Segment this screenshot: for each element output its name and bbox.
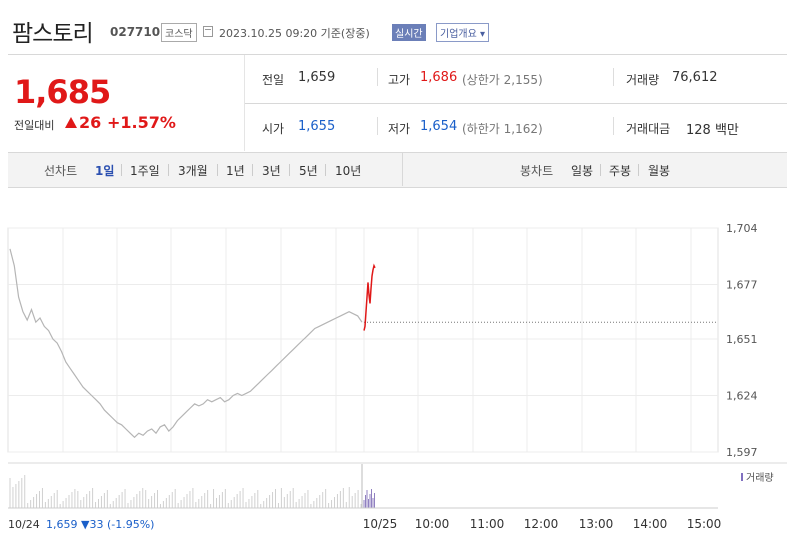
tab-3y[interactable]: 3년 <box>262 164 281 178</box>
high-value: 1,686 <box>420 70 458 85</box>
tab-divider <box>252 164 253 176</box>
volume-legend-label: 거래량 <box>746 472 774 484</box>
y-tick-label: 1,597 <box>726 446 758 459</box>
line-chart-label: 선차트 <box>44 164 78 178</box>
tab-1y[interactable]: 1년 <box>226 164 245 178</box>
y-tick-label: 1,624 <box>726 389 758 402</box>
stock-header: 팜스토리 027710 코스닥 2023.10.25 09:20 기준(장중) … <box>0 0 787 54</box>
y-tick-label: 1,677 <box>726 279 758 292</box>
amount-value: 128 백만 <box>686 123 739 138</box>
calendar-icon <box>203 26 213 37</box>
price-chart: 1,704 1,677 1,651 1,624 1,597 거래량 10/25 10:00 11… <box>7 222 787 531</box>
tab-monthly[interactable]: 월봉 <box>648 164 671 178</box>
prev-day-summary: 1,659 ▼33 (-1.95%) <box>46 518 154 531</box>
market-badge: 코스닥 <box>161 23 197 42</box>
current-price: 1,685 <box>14 73 111 111</box>
price-panel: 1,685 전일대비 26 +1.57% <box>8 55 245 151</box>
x-tick-label: 11:00 <box>470 517 505 531</box>
volume-legend-swatch <box>741 473 743 481</box>
y-tick-label: 1,651 <box>726 333 758 346</box>
y-tick-label: 1,704 <box>726 222 758 235</box>
prev-day-label: 10/24 <box>8 518 40 531</box>
divider <box>613 117 614 135</box>
volume-value: 76,612 <box>672 70 718 85</box>
prev-close-value: 1,659 <box>298 70 336 85</box>
price-change: 26 <box>79 113 102 132</box>
tab-daily[interactable]: 일봉 <box>571 164 594 178</box>
upper-limit: (상한가 2,155) <box>462 73 543 87</box>
tab-divider <box>638 164 639 176</box>
divider <box>8 54 787 55</box>
tab-divider <box>168 164 169 176</box>
x-tick-label: 13:00 <box>579 517 614 531</box>
x-tick-label: 12:00 <box>524 517 559 531</box>
open-label: 시가 <box>262 122 285 136</box>
x-tick-label: 10/25 <box>363 517 398 531</box>
tab-1d[interactable]: 1일 <box>95 164 115 178</box>
quote-timestamp: 2023.10.25 09:20 기준(장중) <box>219 27 370 40</box>
plot-frame <box>7 227 719 453</box>
change-label: 전일대비 <box>14 119 55 132</box>
low-label: 저가 <box>388 122 411 136</box>
high-label: 고가 <box>388 73 411 87</box>
candle-chart-label: 봉차트 <box>520 164 554 178</box>
tab-divider <box>325 164 326 176</box>
prev-close-label: 전일 <box>262 73 285 87</box>
divider <box>377 117 378 135</box>
divider <box>613 68 614 86</box>
company-overview-dropdown[interactable]: 기업개요 ▾ <box>436 23 489 42</box>
lower-limit: (하한가 1,162) <box>462 122 543 136</box>
tab-5y[interactable]: 5년 <box>299 164 318 178</box>
tab-10y[interactable]: 10년 <box>335 164 362 178</box>
stock-name: 팜스토리 <box>12 21 94 47</box>
prev-day-line <box>9 248 363 439</box>
chart-tabs: 선차트 1일 1주일 3개월 1년 3년 5년 10년 봉차트 일봉 주봉 월봉 <box>8 152 787 188</box>
tab-divider <box>600 164 601 176</box>
today-line <box>363 263 376 331</box>
volume-label: 거래량 <box>626 73 660 87</box>
stock-code: 027710 <box>110 25 161 39</box>
tab-weekly[interactable]: 주봉 <box>609 164 632 178</box>
x-tick-label: 15:00 <box>687 517 722 531</box>
x-tick-label: 14:00 <box>633 517 668 531</box>
open-value: 1,655 <box>298 119 336 134</box>
tab-divider <box>289 164 290 176</box>
tab-1w[interactable]: 1주일 <box>130 164 160 178</box>
divider <box>245 103 787 104</box>
tab-group-divider <box>402 152 403 186</box>
realtime-button[interactable]: 실시간 <box>392 24 426 41</box>
amount-label: 거래대금 <box>626 122 671 136</box>
divider <box>377 68 378 86</box>
low-value: 1,654 <box>420 119 458 134</box>
price-change-percent: +1.57% <box>107 113 176 132</box>
tab-3m[interactable]: 3개월 <box>178 164 208 178</box>
up-triangle-icon <box>65 117 77 128</box>
tab-divider <box>121 164 122 176</box>
tab-divider <box>217 164 218 176</box>
x-tick-label: 10:00 <box>415 517 450 531</box>
